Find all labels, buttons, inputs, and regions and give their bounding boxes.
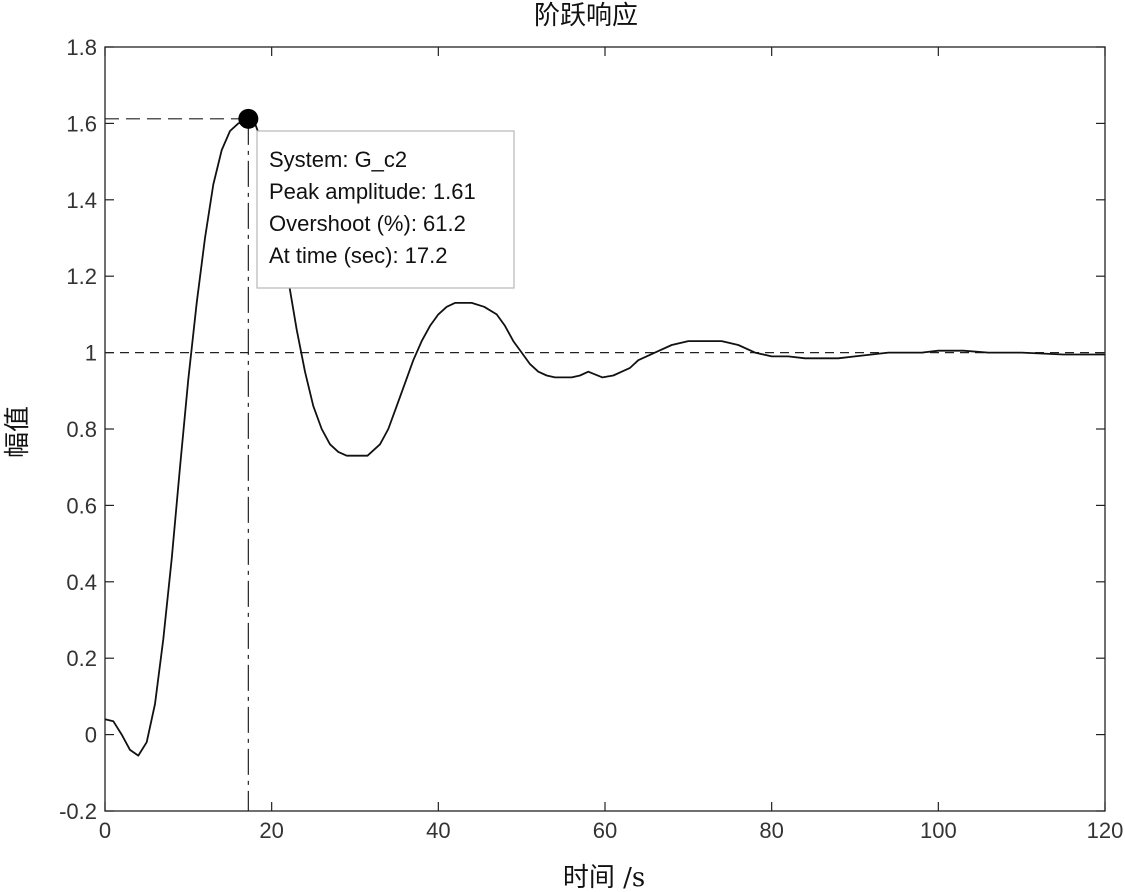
x-tick-label: 120 [1087,818,1124,843]
chart-title: 阶跃响应 [534,1,638,31]
y-tick-label: 1.6 [66,111,97,136]
y-tick-label: 0.8 [66,417,97,442]
x-tick-label: 40 [426,818,450,843]
x-tick-label: 60 [593,818,617,843]
x-tick-label: 20 [259,818,283,843]
y-tick-label: 1.4 [66,188,97,213]
y-axis-label: 幅值 [3,406,33,458]
y-tick-label: -0.2 [59,799,97,824]
y-tick-label: 1 [85,341,97,366]
y-tick-label: 0.2 [66,646,97,671]
datatip-line: Peak amplitude: 1.61 [269,179,476,204]
datatip-box [256,130,515,289]
y-tick-label: 0 [85,723,97,748]
plot-frame [104,46,1106,812]
y-tick-label: 0.4 [66,570,97,595]
x-tick-label: 100 [920,818,957,843]
x-tick-label: 80 [759,818,783,843]
datatip-line: Overshoot (%): 61.2 [269,211,466,236]
y-tick-label: 1.8 [66,35,97,60]
datatip-line: At time (sec): 17.2 [269,243,448,268]
x-tick-label: 0 [99,818,111,843]
peak-marker [238,108,259,129]
y-tick-label: 0.6 [66,493,97,518]
datatip-line: System: G_c2 [269,147,407,172]
step-response-line [104,117,1105,757]
y-tick-label: 1.2 [66,264,97,289]
x-axis-label: 时间 /s [563,863,645,892]
